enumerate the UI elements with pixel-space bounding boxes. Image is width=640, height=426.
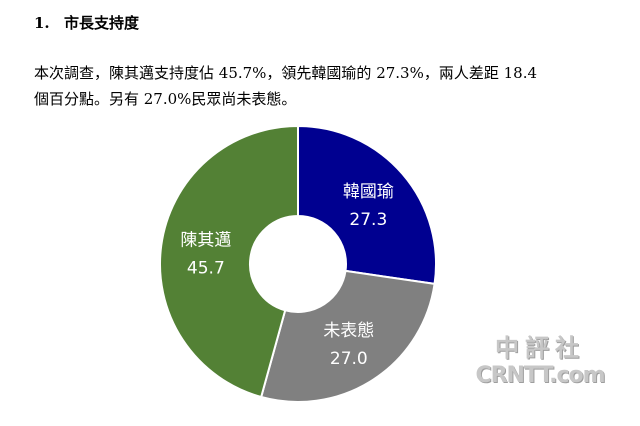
slice-value-label: 45.7 — [187, 258, 225, 278]
donut-slice-3 — [159, 124, 299, 399]
section-title: 市長支持度 — [64, 14, 140, 32]
summary-line-1: 本次調查，陳其邁支持度佔 45.7%，領先韓國瑜的 27.3%，兩人差距 18.… — [34, 64, 538, 82]
watermark-logo: 中評社 CRNTT.com — [470, 328, 610, 398]
watermark-bottom-text: CRNTT.com — [475, 363, 605, 388]
donut-slice-1 — [297, 124, 437, 286]
slice-category-label: 未表態 — [323, 321, 374, 341]
slice-category-label: 陳其邁 — [180, 230, 231, 250]
slice-value-label: 27.0 — [330, 349, 368, 369]
slice-value-label: 27.3 — [349, 210, 387, 230]
summary-line-2: 個百分點。另有 27.0%民眾尚未表態。 — [34, 90, 297, 108]
donut-slice-2 — [259, 269, 436, 403]
section-number: 1. — [34, 14, 50, 32]
summary-paragraph: 本次調查，陳其邁支持度佔 45.7%，領先韓國瑜的 27.3%，兩人差距 18.… — [34, 60, 594, 112]
section-heading: 1. 市長支持度 — [34, 12, 139, 33]
watermark-top-text: 中評社 — [495, 334, 585, 362]
slice-category-label: 韓國瑜 — [343, 182, 394, 202]
